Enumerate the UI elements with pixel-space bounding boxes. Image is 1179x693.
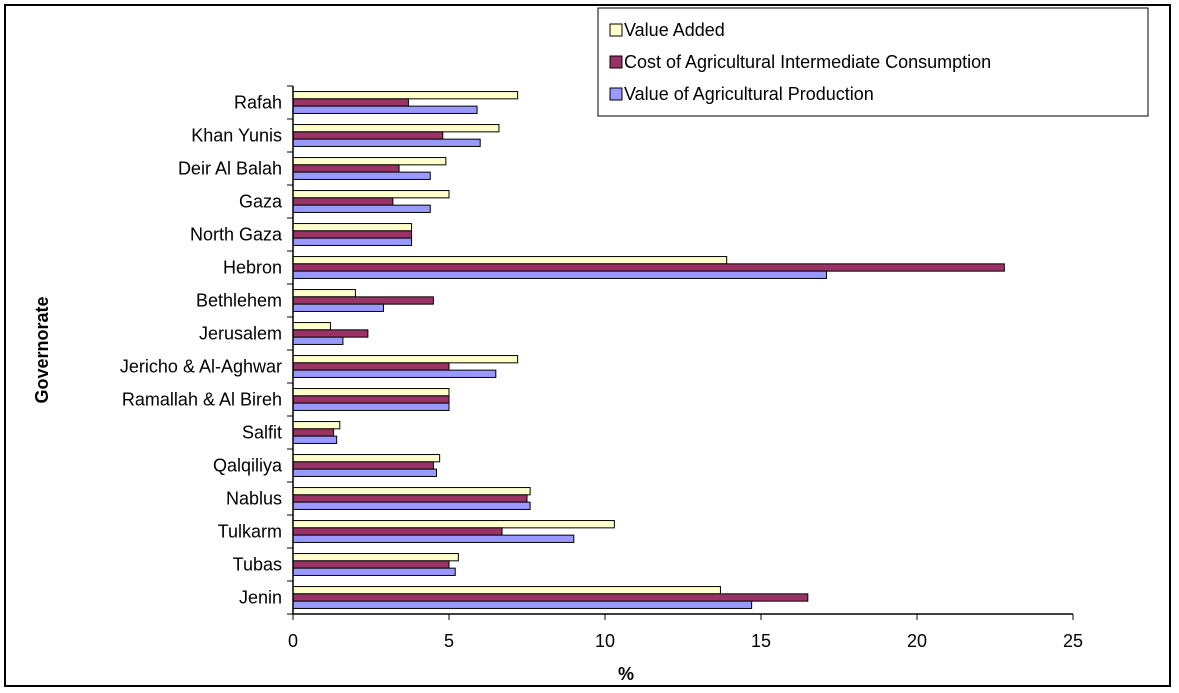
bar-8-series-1 <box>292 329 369 338</box>
y-tick-label: North Gaza <box>190 225 283 245</box>
bar-13-series-0 <box>292 157 447 166</box>
bar-7-series-0 <box>292 355 519 364</box>
x-tick-label: 15 <box>751 631 771 651</box>
legend-label-2: Value of Agricultural Production <box>624 84 874 104</box>
bar-13-series-2 <box>292 171 431 180</box>
bar-7-series-2 <box>292 369 497 378</box>
legend-label-0: Value Added <box>624 20 725 40</box>
bar-13-series-1 <box>292 164 400 173</box>
axes-layer: Jenin Tubas Tulkarm Nablus Qalqiliya Salfit Ra… <box>120 85 1083 651</box>
y-tick-label: Jerusalem <box>199 324 282 344</box>
bar-0-series-1 <box>292 593 809 602</box>
x-tick-label: 25 <box>1063 631 1083 651</box>
bar-0-series-2 <box>292 600 753 609</box>
bar-11-series-2 <box>292 237 413 246</box>
bar-14-series-0 <box>292 124 500 133</box>
y-tick-label: Hebron <box>223 258 282 278</box>
y-tick-label: Jenin <box>239 588 282 608</box>
y-tick-label: Khan Yunis <box>191 126 282 146</box>
bar-4-series-0 <box>292 454 441 463</box>
bar-1-series-1 <box>292 560 450 569</box>
bar-12-series-2 <box>292 204 431 213</box>
bar-10-series-2 <box>292 270 828 279</box>
bar-15-series-0 <box>292 91 519 100</box>
bar-2-series-0 <box>292 520 615 529</box>
legend-items: Value Added Cost of Agricultural Intermed… <box>609 20 991 104</box>
bar-3-series-1 <box>292 494 528 503</box>
legend[interactable]: Value Added Cost of Agricultural Intermed… <box>597 7 1149 117</box>
bar-8-series-2 <box>292 336 344 345</box>
legend-swatch-0 <box>609 23 623 37</box>
y-tick-label: Qalqiliya <box>213 456 283 476</box>
chart-frame <box>4 4 1171 687</box>
bar-10-series-0 <box>292 256 728 265</box>
x-tick-label: 10 <box>595 631 615 651</box>
legend-label-1: Cost of Agricultural Intermediate Consum… <box>624 52 991 72</box>
bar-1-series-2 <box>292 567 456 576</box>
x-tick-label: 0 <box>288 631 298 651</box>
bars-layer <box>292 91 1005 609</box>
bar-0-series-0 <box>292 586 721 595</box>
bar-15-series-1 <box>292 98 409 107</box>
bar-3-series-2 <box>292 501 531 510</box>
legend-box <box>597 7 1149 117</box>
y-tick-label: Ramallah & Al Bireh <box>122 390 282 410</box>
bar-11-series-0 <box>292 223 413 232</box>
legend-swatch-1 <box>609 55 623 69</box>
bar-9-series-2 <box>292 303 384 312</box>
bar-5-series-1 <box>292 428 335 437</box>
bar-2-series-1 <box>292 527 503 536</box>
bar-5-series-0 <box>292 421 341 430</box>
y-tick-label: Gaza <box>239 192 283 212</box>
bar-11-series-1 <box>292 230 413 239</box>
x-tick-label: 20 <box>907 631 927 651</box>
bar-14-series-2 <box>292 138 481 147</box>
bar-2-series-2 <box>292 534 575 543</box>
x-axis-title: % <box>618 664 634 684</box>
y-tick-label: Salfit <box>242 423 282 443</box>
bar-10-series-1 <box>292 263 1005 272</box>
y-tick-label: Bethlehem <box>196 291 282 311</box>
x-tick-label: 5 <box>444 631 454 651</box>
bar-8-series-0 <box>292 322 331 331</box>
y-tick-label: Deir Al Balah <box>178 159 282 179</box>
bar-12-series-0 <box>292 190 450 199</box>
y-tick-label: Rafah <box>234 93 282 113</box>
bar-6-series-1 <box>292 395 450 404</box>
bar-7-series-1 <box>292 362 450 371</box>
bar-4-series-2 <box>292 468 438 477</box>
legend-swatch-2 <box>609 87 623 101</box>
y-axis-title: Governorate <box>32 296 52 403</box>
bar-9-series-1 <box>292 296 434 305</box>
bar-14-series-1 <box>292 131 444 140</box>
bar-4-series-1 <box>292 461 434 470</box>
bar-6-series-2 <box>292 402 450 411</box>
bar-3-series-0 <box>292 487 531 496</box>
bar-1-series-0 <box>292 553 459 562</box>
bar-6-series-0 <box>292 388 450 397</box>
bar-9-series-0 <box>292 289 356 298</box>
y-tick-label: Jericho & Al-Aghwar <box>120 357 282 377</box>
y-tick-label: Nablus <box>226 489 282 509</box>
y-tick-label: Tulkarm <box>218 522 282 542</box>
bar-15-series-2 <box>292 105 478 114</box>
bar-5-series-2 <box>292 435 338 444</box>
y-tick-label: Tubas <box>233 555 282 575</box>
bar-12-series-1 <box>292 197 394 206</box>
